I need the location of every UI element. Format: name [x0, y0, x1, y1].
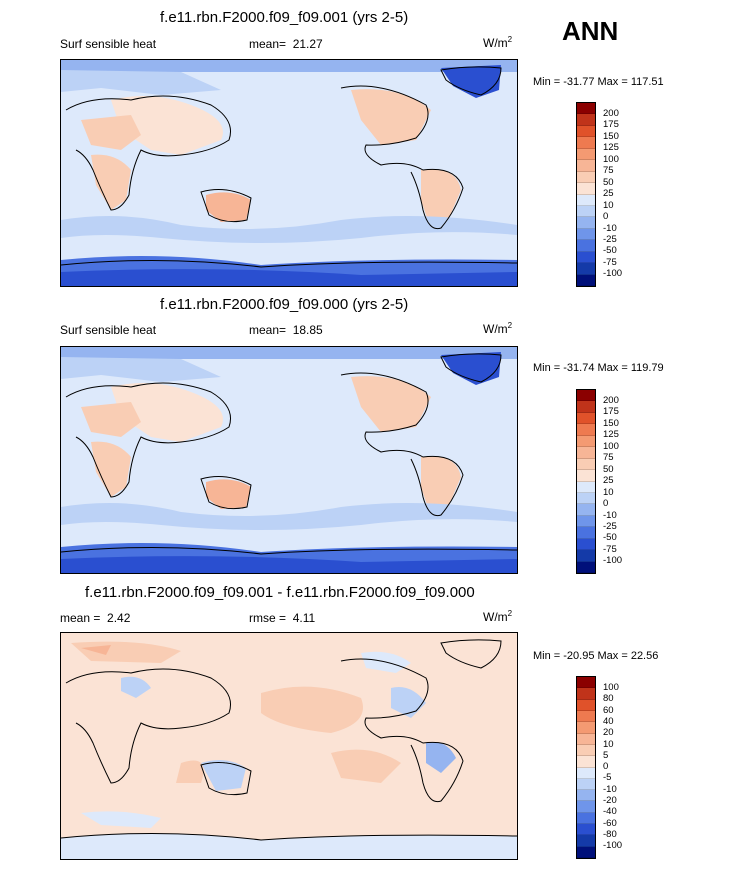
cbar1-tick: 175 — [603, 119, 619, 131]
panel-3-title: f.e11.rbn.F2000.f09_f09.001 - f.e11.rbn.… — [85, 584, 475, 601]
cbar1-tick: 125 — [603, 142, 619, 154]
cbar2-tick: 0 — [603, 498, 609, 509]
panel-3-mean: mean = 2.42 — [60, 611, 131, 625]
cbar3-tick: 100 — [603, 682, 619, 693]
cbar3-tick: -100 — [603, 840, 623, 852]
panel-1-minmax: Min = -31.77 Max = 117.51 — [533, 76, 664, 88]
cbar2-tick: -50 — [603, 532, 617, 544]
cbar2-tick: 150 — [603, 417, 619, 429]
cbar2-tick: -75 — [603, 543, 617, 555]
cbar1-tick: 10 — [603, 199, 614, 211]
panel-1-variable: Surf sensible heat — [60, 37, 157, 51]
cbar2-tick: -25 — [603, 520, 617, 532]
cbar3-tick: -20 — [603, 795, 617, 806]
cbar3-tick: -80 — [603, 828, 617, 840]
cbar1-tick: -75 — [603, 256, 617, 268]
cbar1-tick: 25 — [603, 188, 614, 200]
panel-2-mean: mean= 18.85 — [249, 323, 323, 337]
cbar3-tick: 20 — [603, 727, 614, 739]
cbar1-tick: 150 — [603, 130, 619, 142]
cbar2-tick: 100 — [603, 440, 619, 452]
cbar3-tick: 5 — [603, 749, 609, 761]
cbar2-tick: 75 — [603, 452, 614, 464]
cbar1-tick: -25 — [603, 233, 617, 245]
panel-2-minmax: Min = -31.74 Max = 119.79 — [533, 362, 664, 374]
panel-3-units: W/m2 — [483, 609, 513, 624]
cbar1-tick: 50 — [603, 176, 614, 188]
panel-1-units: W/m2 — [483, 35, 513, 50]
cbar2-tick: -100 — [603, 555, 623, 567]
panel-3-colorbar: 100 80 60 40 20 10 5 0 -5 -10 -20 -40 -6… — [576, 676, 622, 859]
cbar2-tick: 10 — [603, 486, 614, 498]
panel-1-colorbar: 200 175 150 125 100 75 50 25 10 0 -10 -2… — [576, 102, 622, 287]
cbar1-tick: 100 — [603, 153, 619, 165]
cbar1-tick: -50 — [603, 245, 617, 257]
panel-3-map — [60, 632, 518, 860]
cbar2-tick: 175 — [603, 406, 619, 418]
panel-3-rmse: rmse = 4.11 — [249, 611, 316, 625]
panel-2-variable: Surf sensible heat — [60, 323, 157, 337]
cbar3-tick: -5 — [603, 772, 612, 784]
cbar2-tick: 125 — [603, 429, 619, 441]
cbar3-tick: 80 — [603, 693, 614, 705]
cbar1-tick: 75 — [603, 165, 614, 177]
panel-1-map — [60, 59, 518, 287]
cbar2-tick: 50 — [603, 463, 614, 475]
panel-2-title: f.e11.rbn.F2000.f09_f09.000 (yrs 2-5) — [160, 296, 409, 313]
cbar3-tick: 60 — [603, 704, 614, 716]
cbar3-tick: -60 — [603, 817, 617, 829]
panel-2-map — [60, 346, 518, 574]
cbar2-tick: 25 — [603, 475, 614, 487]
cbar3-tick: 40 — [603, 715, 614, 727]
cbar2-tick: -10 — [603, 509, 617, 521]
panel-1-mean: mean= 21.27 — [249, 37, 323, 51]
cbar3-tick: 0 — [603, 761, 609, 773]
panel-2-units: W/m2 — [483, 321, 513, 336]
cbar1-tick: 200 — [603, 108, 619, 119]
cbar3-tick: 10 — [603, 738, 614, 750]
cbar1-tick: -100 — [603, 268, 623, 280]
cbar2-tick: 200 — [603, 395, 619, 406]
panel-1-title: f.e11.rbn.F2000.f09_f09.001 (yrs 2-5) — [160, 9, 409, 26]
panel-2-colorbar: 200 175 150 125 100 75 50 25 10 0 -10 -2… — [576, 389, 622, 574]
cbar3-tick: -40 — [603, 806, 617, 818]
cbar1-tick: 0 — [603, 211, 609, 222]
cbar1-tick: -10 — [603, 222, 617, 234]
panel-3-minmax: Min = -20.95 Max = 22.56 — [533, 650, 659, 662]
cbar3-tick: -10 — [603, 783, 617, 795]
season-label: ANN — [562, 16, 619, 46]
